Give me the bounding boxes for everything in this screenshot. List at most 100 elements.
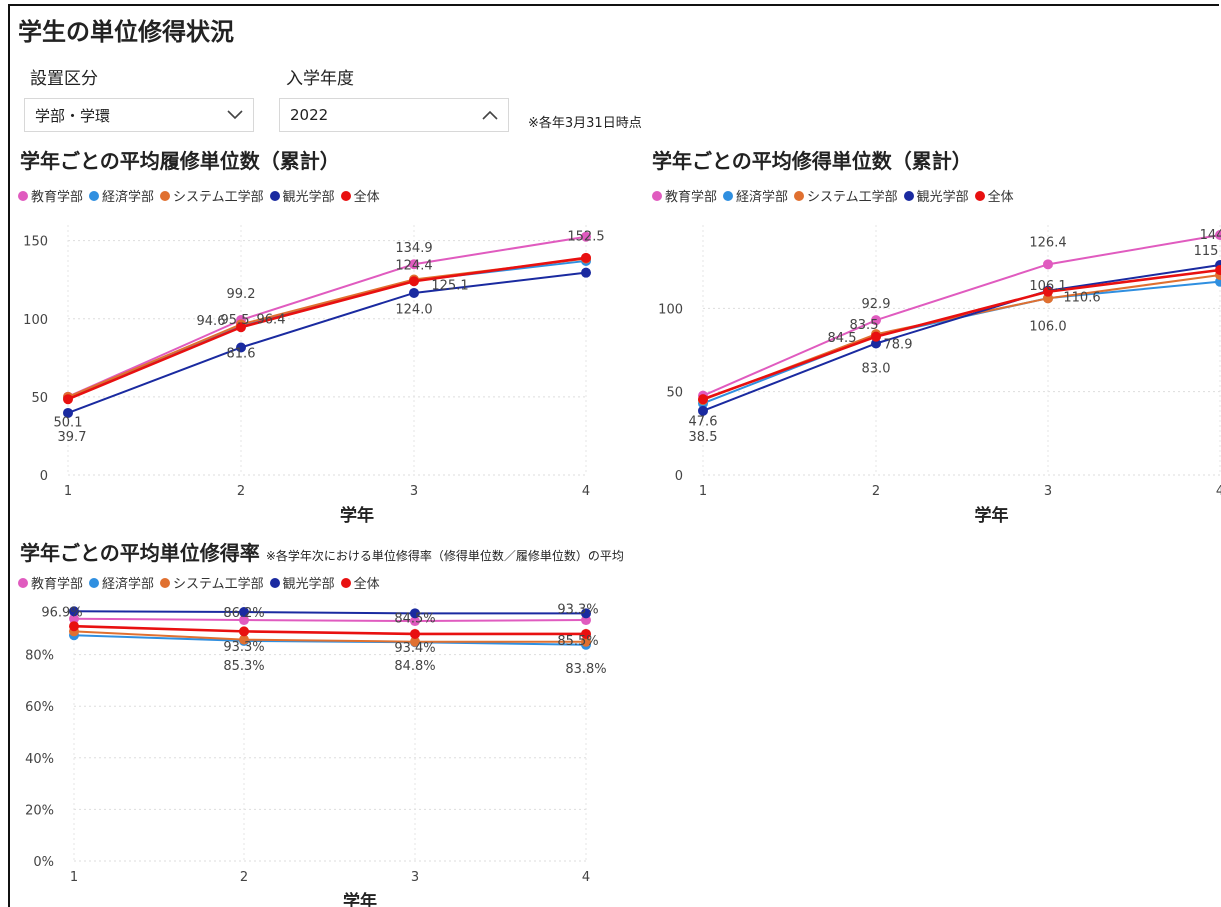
legend-item[interactable]: 教育学部 bbox=[652, 186, 717, 205]
legend-item[interactable]: 全体 bbox=[340, 186, 380, 205]
data-label: 78.9 bbox=[884, 338, 913, 353]
y-tick-label: 60% bbox=[25, 700, 54, 715]
series-line bbox=[67, 256, 587, 401]
legend-label: 経済学部 bbox=[102, 190, 155, 205]
data-label: 94.6 bbox=[197, 314, 226, 329]
data-point bbox=[239, 626, 249, 637]
data-label: 124.4 bbox=[395, 259, 432, 274]
legend-item[interactable]: 全体 bbox=[974, 186, 1014, 205]
data-point bbox=[236, 342, 246, 353]
chart-title-rate: 学年ごとの平均単位修得率 ※各学年次における単位修得率（修得単位数／履修単位数）の… bbox=[20, 537, 624, 566]
legend-item[interactable]: 教育学部 bbox=[18, 186, 83, 205]
data-point bbox=[410, 608, 420, 619]
y-tick-label: 0 bbox=[675, 469, 683, 484]
y-tick-label: 0 bbox=[40, 469, 48, 484]
data-point bbox=[1043, 259, 1053, 270]
data-label: 96.4 bbox=[257, 312, 286, 327]
legend-item[interactable]: 観光学部 bbox=[903, 186, 969, 205]
legend-item[interactable]: 経済学部 bbox=[89, 186, 154, 205]
legend-dot-icon bbox=[89, 190, 100, 201]
data-point bbox=[69, 606, 79, 617]
x-tick-label: 3 bbox=[1044, 484, 1052, 499]
legend-dot-icon bbox=[89, 577, 100, 588]
series-line bbox=[73, 610, 586, 615]
data-label: 93.3% bbox=[557, 602, 598, 617]
legend-label: 教育学部 bbox=[31, 577, 84, 592]
data-point bbox=[581, 608, 591, 619]
x-tick-label: 1 bbox=[70, 870, 78, 885]
legend-label: 全体 bbox=[353, 190, 380, 205]
data-label: 84.5 bbox=[828, 331, 857, 346]
category-dropdown-value: 学部・学環 bbox=[35, 106, 111, 125]
data-label: 152.5 bbox=[567, 230, 604, 245]
legend-item[interactable]: 観光学部 bbox=[269, 186, 335, 205]
legend-dot-icon bbox=[269, 190, 280, 201]
series-line bbox=[702, 280, 1221, 405]
legend-rate: 教育学部 経済学部 システム工学部 観光学部 全体 bbox=[18, 573, 386, 592]
year-dropdown[interactable]: 2022 bbox=[279, 98, 509, 132]
legend-label: 経済学部 bbox=[736, 190, 789, 205]
chart-title-rate-text: 学年ごとの平均単位修得率 bbox=[20, 541, 260, 565]
y-tick-label: 100 bbox=[23, 313, 48, 328]
data-label: 96.9% bbox=[41, 605, 82, 620]
legend-dot-icon bbox=[340, 577, 351, 588]
data-label: 83.5 bbox=[850, 318, 879, 333]
legend-label: 観光学部 bbox=[282, 577, 335, 592]
series-line bbox=[702, 234, 1221, 397]
data-point bbox=[410, 636, 420, 647]
legend-item[interactable]: システム工学部 bbox=[160, 573, 264, 592]
data-point bbox=[698, 405, 708, 416]
data-point bbox=[239, 607, 249, 618]
chart-earned: 0 50 100 1 2 3 4 学年 47.638.5 92.9 83.584.5 78.9 83.0… bbox=[658, 225, 1221, 525]
legend-label: システム工学部 bbox=[173, 190, 264, 205]
series-line bbox=[67, 257, 587, 398]
legend-item[interactable]: 経済学部 bbox=[89, 573, 154, 592]
series-line bbox=[73, 630, 586, 643]
data-label: 85.3% bbox=[223, 659, 264, 674]
data-label: 124.0 bbox=[395, 302, 432, 317]
x-tick-label: 2 bbox=[237, 484, 245, 499]
data-point bbox=[236, 322, 246, 333]
y-tick-label: 100 bbox=[658, 302, 683, 317]
data-point bbox=[581, 231, 591, 242]
series-line bbox=[67, 271, 587, 414]
legend-dot-icon bbox=[340, 190, 351, 201]
legend-label: 教育学部 bbox=[31, 190, 84, 205]
legend-item[interactable]: システム工学部 bbox=[160, 186, 264, 205]
legend-label: システム工学部 bbox=[807, 190, 898, 205]
year-dropdown-value: 2022 bbox=[290, 106, 329, 124]
y-tick-label: 40% bbox=[25, 752, 54, 767]
data-point bbox=[410, 616, 420, 627]
y-tick-label: 80% bbox=[25, 649, 54, 664]
x-tick-label: 4 bbox=[582, 484, 590, 499]
legend-item[interactable]: 全体 bbox=[340, 573, 380, 592]
legend-dot-icon bbox=[652, 190, 662, 201]
legend-item[interactable]: 教育学部 bbox=[18, 573, 83, 592]
legend-item[interactable]: 経済学部 bbox=[723, 186, 788, 205]
data-label: 144 bbox=[1200, 228, 1221, 243]
legend-label: 経済学部 bbox=[102, 577, 155, 592]
data-label: 81.6 bbox=[227, 347, 256, 362]
legend-dot-icon bbox=[974, 190, 985, 201]
category-dropdown[interactable]: 学部・学環 bbox=[24, 98, 254, 132]
category-filter-label: 設置区分 bbox=[30, 69, 98, 89]
chart-rate: 0% 20% 40% 60% 80% 1 2 3 4 学年 96.9% 86.2% 93.3% 85.3%… bbox=[25, 602, 607, 907]
data-point bbox=[69, 621, 79, 632]
legend-item[interactable]: システム工学部 bbox=[794, 186, 898, 205]
chevron-up-icon bbox=[482, 110, 498, 120]
data-point bbox=[698, 394, 708, 405]
x-tick-label: 2 bbox=[872, 484, 880, 499]
report-frame bbox=[8, 4, 1219, 907]
x-tick-label: 1 bbox=[64, 484, 72, 499]
data-point bbox=[409, 287, 419, 298]
legend-item[interactable]: 観光学部 bbox=[269, 573, 335, 592]
legend-dot-icon bbox=[18, 577, 28, 588]
legend-dot-icon bbox=[160, 577, 171, 588]
data-label: 125.1 bbox=[431, 279, 468, 294]
data-label: 134.9 bbox=[395, 241, 432, 256]
data-label: 92.9 bbox=[862, 297, 891, 312]
y-tick-label: 0% bbox=[33, 855, 54, 870]
data-label: 115 bbox=[1194, 244, 1219, 259]
data-label: 106.0 bbox=[1029, 319, 1066, 334]
x-tick-label: 4 bbox=[1216, 484, 1221, 499]
